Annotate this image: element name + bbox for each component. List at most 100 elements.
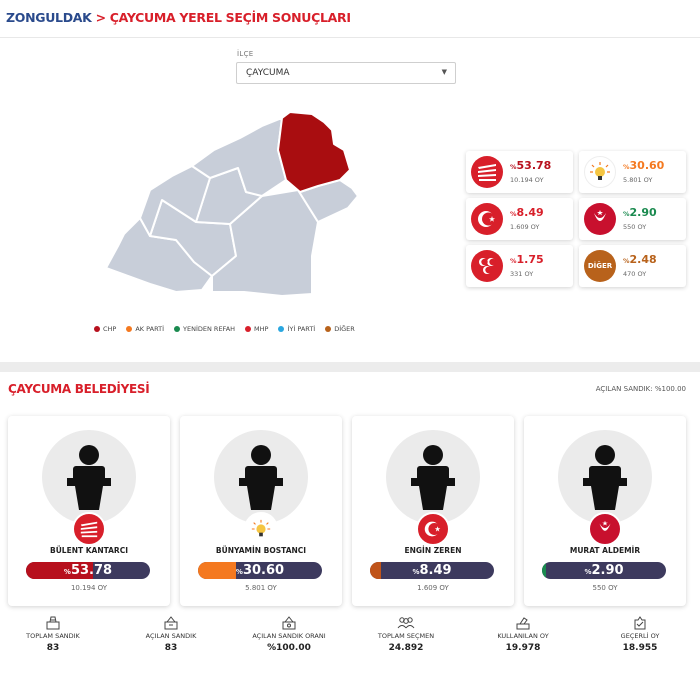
chp-six-arrows-icon — [72, 512, 106, 546]
candidate-percentage: %30.60 — [198, 563, 322, 578]
candidate-vote-bar-fill — [542, 562, 546, 579]
stat-value: %100.00 — [267, 643, 311, 653]
legend-item: YENİDEN REFAH — [174, 325, 235, 333]
percent-prefix: % — [235, 568, 243, 576]
ballot-box-icon — [46, 616, 60, 630]
party-card-votes: 550 OY — [623, 223, 647, 231]
legend-label: AK PARTİ — [135, 325, 165, 333]
stat-value: 19.978 — [505, 643, 541, 653]
candidate-name: BÜNYAMİN BOSTANCI — [215, 546, 307, 555]
candidate-person-icon — [239, 445, 283, 510]
cast-vote-icon — [516, 617, 530, 630]
percent-value: 30.60 — [242, 563, 285, 578]
candidate-card[interactable]: MURAT ALDEMİR %2.90 550 OY — [524, 416, 686, 606]
party-card-chp[interactable]: %53.78 10.194 OY — [466, 151, 573, 193]
party-card-percentage: %8.49 — [510, 206, 544, 219]
candidate-vote-bar: %2.90 — [542, 562, 666, 579]
yeniden-refah-icon — [584, 203, 616, 235]
breadcrumb-separator: > — [95, 10, 106, 25]
percent-value: 2.90 — [591, 563, 624, 578]
candidate-votes: 10.194 OY — [70, 584, 108, 592]
legend-dot — [245, 326, 252, 332]
breadcrumb-province-link[interactable]: ZONGULDAK — [6, 10, 92, 25]
district-select[interactable]: ÇAYCUMA ▼ — [236, 62, 456, 84]
legend-item: AK PARTİ — [126, 325, 164, 333]
percent-value: 53.78 — [516, 159, 552, 172]
percent-value: 1.75 — [516, 253, 544, 266]
legend-item: MHP — [245, 325, 268, 333]
yeniden-refah-icon — [588, 512, 622, 546]
stat-total-ballot-boxes: TOPLAM SANDIK 83 — [3, 616, 103, 653]
ak-parti-bulb-icon — [584, 156, 616, 188]
party-card-percentage: %2.90 — [623, 206, 657, 219]
candidate-vote-bar: %8.49 — [370, 562, 494, 579]
percent-prefix: % — [63, 568, 71, 576]
stat-opened-ratio: AÇILAN SANDIK ORANI %100.00 — [239, 616, 339, 653]
stat-label: AÇILAN SANDIK ORANI — [252, 632, 326, 640]
stat-value: 83 — [46, 643, 60, 653]
party-card-akparti[interactable]: %30.60 5.801 OY — [579, 151, 686, 193]
candidate-votes: 1.609 OY — [417, 584, 449, 592]
candidate-person-icon — [583, 445, 627, 510]
percent-prefix: % — [412, 568, 420, 576]
candidate-vote-bar: %30.60 — [198, 562, 322, 579]
percent-prefix: % — [510, 257, 517, 265]
opened-ballot-box-icon — [164, 616, 178, 630]
valid-vote-icon — [634, 616, 646, 630]
percent-value: 53.78 — [70, 563, 113, 578]
breadcrumb: ZONGULDAK > ÇAYCUMA YEREL SEÇİM SONUÇLARI — [6, 10, 351, 25]
mhp-crescent-star-icon — [471, 203, 503, 235]
candidate-person-icon — [67, 445, 111, 510]
district-map — [105, 111, 359, 297]
map-region-caycuma[interactable] — [277, 111, 351, 193]
candidate-vote-bar-fill — [198, 562, 236, 579]
party-card-percentage: %2.48 — [623, 253, 657, 266]
legend-label: DİĞER — [334, 325, 355, 333]
party-card-bbp[interactable]: %1.75 331 OY — [466, 245, 573, 287]
candidate-vote-bar: %53.78 — [26, 562, 150, 579]
stat-value: 18.955 — [622, 643, 658, 653]
stat-opened-ballot-boxes: AÇILAN SANDIK 83 — [121, 616, 221, 653]
legend-dot — [94, 326, 100, 332]
map-region-south[interactable] — [211, 189, 319, 297]
bbp-three-crescents-icon — [471, 250, 503, 282]
party-card-mhp[interactable]: %8.49 1.609 OY — [466, 198, 573, 240]
legend-dot — [278, 326, 285, 332]
percent-value: 8.49 — [516, 206, 544, 219]
party-card-votes: 1.609 OY — [510, 223, 540, 231]
party-card-percentage: %1.75 — [510, 253, 544, 266]
chevron-down-icon: ▼ — [441, 68, 447, 76]
candidate-card[interactable]: BÜLENT KANTARCI %53.78 10.194 OY — [8, 416, 170, 606]
candidate-votes: 550 OY — [592, 584, 618, 592]
header-divider — [0, 37, 700, 38]
legend-item: İYİ PARTİ — [278, 325, 315, 333]
party-card-percentage: %53.78 — [510, 159, 551, 172]
legend-dot — [325, 326, 332, 332]
percent-prefix: % — [623, 210, 630, 218]
candidate-card[interactable]: BÜNYAMİN BOSTANCI %30.60 5.801 OY — [180, 416, 342, 606]
mhp-crescent-star-icon — [416, 512, 450, 546]
legend-label: CHP — [103, 325, 117, 333]
candidate-card[interactable]: ENGİN ZEREN %8.49 1.609 OY — [352, 416, 514, 606]
percent-prefix: % — [623, 257, 630, 265]
district-select-value: ÇAYCUMA — [246, 68, 290, 78]
stat-valid-votes: GEÇERLİ OY 18.955 — [590, 616, 690, 653]
party-card-votes: 10.194 OY — [510, 176, 544, 184]
party-card-votes: 331 OY — [510, 270, 534, 278]
party-card-yeniden-refah[interactable]: %2.90 550 OY — [579, 198, 686, 240]
percent-value: 30.60 — [629, 159, 665, 172]
party-card-diger[interactable]: DİĞER %2.48 470 OY — [579, 245, 686, 287]
candidate-name: ENGİN ZEREN — [404, 546, 462, 555]
diger-icon-text: DİĞER — [587, 262, 613, 270]
municipality-title: ÇAYCUMA BELEDİYESİ — [8, 382, 150, 396]
opened-ballot-status: AÇILAN SANDIK: %100.00 — [595, 385, 686, 393]
stat-value: 24.892 — [388, 643, 424, 653]
ak-parti-bulb-icon — [244, 512, 278, 546]
party-card-votes: 470 OY — [623, 270, 647, 278]
candidate-vote-bar-fill — [370, 562, 381, 579]
legend-label: İYİ PARTİ — [287, 325, 316, 333]
percent-prefix: % — [623, 163, 630, 171]
stat-label: TOPLAM SANDIK — [26, 632, 80, 640]
page-title: ÇAYCUMA YEREL SEÇİM SONUÇLARI — [109, 10, 351, 25]
percent-value: 2.48 — [629, 253, 657, 266]
